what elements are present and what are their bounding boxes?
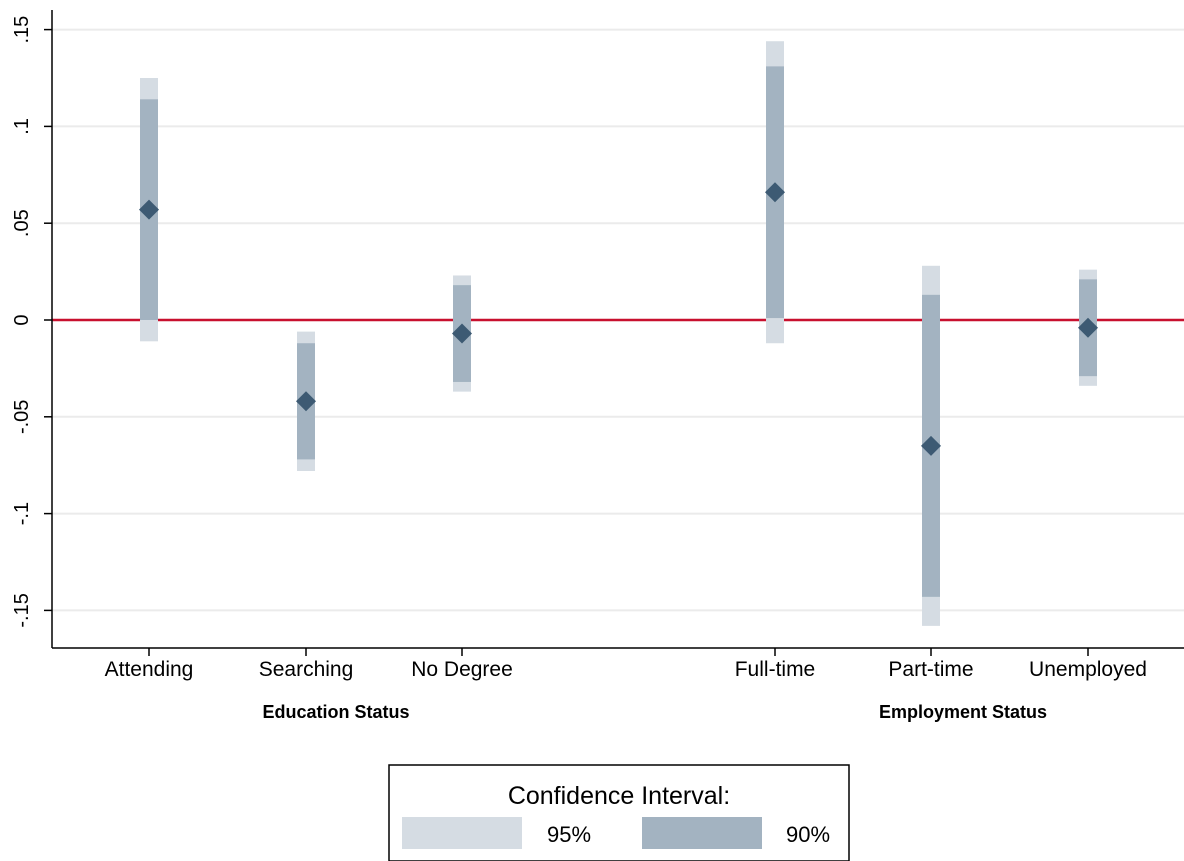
y-tick-label-5: -.1 xyxy=(11,502,33,525)
x-tick-label-full-time: Full-time xyxy=(735,658,816,681)
y-tick-label-4: -.05 xyxy=(11,400,33,434)
x-tick-label-no-degree: No Degree xyxy=(411,658,513,681)
legend: Confidence Interval: 95% 90% xyxy=(388,764,850,861)
legend-swatch-95 xyxy=(402,817,522,849)
group-label-education-status: Education Status xyxy=(262,702,409,722)
estimate-marker-attending xyxy=(139,199,159,220)
estimate-marker-searching xyxy=(296,391,316,412)
point-estimates xyxy=(139,182,1098,456)
axes xyxy=(44,10,1184,656)
legend-swatch-90 xyxy=(642,817,762,849)
x-tick-label-searching: Searching xyxy=(259,658,354,681)
y-tick-label-1: .1 xyxy=(11,118,33,135)
y-tick-label-2: .05 xyxy=(11,209,33,237)
x-tick-labels: Attending Searching No Degree Full-time Part… xyxy=(105,658,1147,681)
y-tick-label-0: .15 xyxy=(11,16,33,44)
estimate-marker-unemployed xyxy=(1078,317,1098,338)
legend-label-90: 90% xyxy=(786,822,830,847)
legend-label-95: 95% xyxy=(547,822,591,847)
x-tick-label-attending: Attending xyxy=(105,658,194,681)
y-tick-label-3: 0 xyxy=(11,314,33,325)
y-tick-label-6: -.15 xyxy=(11,593,33,627)
group-labels: Education Status Employment Status xyxy=(262,702,1047,722)
group-label-employment-status: Employment Status xyxy=(879,702,1047,722)
y-tick-labels: .15 .1 .05 0 -.05 -.1 -.15 xyxy=(11,16,33,628)
x-tick-label-part-time: Part-time xyxy=(888,658,973,681)
estimate-marker-part-time xyxy=(921,435,941,456)
estimate-marker-no-degree xyxy=(452,323,472,344)
estimate-marker-full-time xyxy=(765,182,785,203)
x-tick-label-unemployed: Unemployed xyxy=(1029,658,1147,681)
legend-title: Confidence Interval: xyxy=(508,782,730,810)
confidence-intervals xyxy=(140,41,1097,626)
